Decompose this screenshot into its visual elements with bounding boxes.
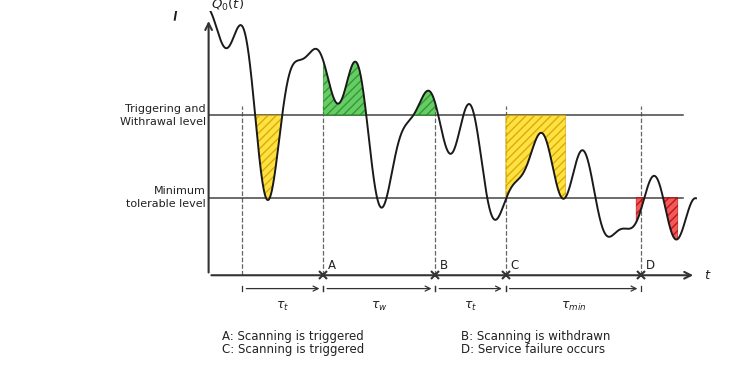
Text: Triggering and
Withrawal level: Triggering and Withrawal level: [120, 104, 206, 127]
Text: A: A: [327, 259, 336, 272]
Text: $\tau_{min}$: $\tau_{min}$: [561, 300, 586, 312]
Text: B: B: [440, 259, 448, 272]
Text: $\tau_t$: $\tau_t$: [276, 300, 290, 312]
Text: $Q_0(t)$: $Q_0(t)$: [211, 0, 245, 14]
Text: Minimum
tolerable level: Minimum tolerable level: [126, 186, 206, 209]
Text: C: C: [510, 259, 518, 272]
Text: $\tau_t$: $\tau_t$: [464, 300, 477, 312]
Text: D: Service failure occurs: D: Service failure occurs: [461, 343, 605, 356]
Text: D: D: [645, 259, 655, 272]
Text: A: Scanning is triggered: A: Scanning is triggered: [222, 330, 364, 343]
Text: $t$: $t$: [704, 269, 712, 282]
Text: B: Scanning is withdrawn: B: Scanning is withdrawn: [461, 330, 611, 343]
Text: C: Scanning is triggered: C: Scanning is triggered: [222, 343, 364, 356]
Text: $\tau_w$: $\tau_w$: [371, 300, 388, 312]
